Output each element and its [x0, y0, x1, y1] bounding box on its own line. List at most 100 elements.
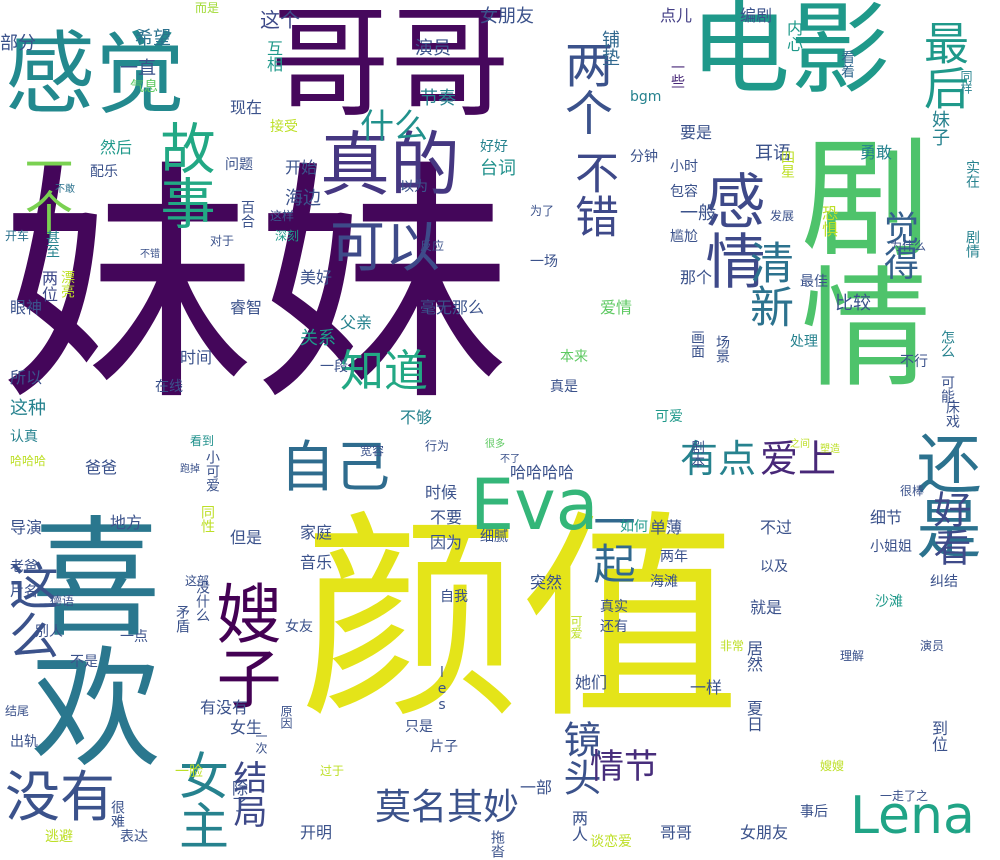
cloud-word: 但是: [230, 528, 263, 547]
cloud-word: 还是: [905, 430, 980, 560]
cloud-word: 妹妹: [0, 139, 511, 436]
cloud-word: 很难: [109, 800, 125, 828]
cloud-word: 小姐姐: [870, 539, 912, 555]
cloud-word: 真的: [320, 124, 460, 206]
cloud-word: 剧情: [779, 130, 931, 390]
cloud-word: 结尾: [5, 704, 30, 718]
cloud-word: 感觉: [5, 22, 185, 127]
cloud-word: 这么: [1, 560, 59, 660]
cloud-word: 可能: [939, 375, 955, 403]
cloud-word: 可以: [330, 215, 441, 279]
cloud-word: 节奏: [420, 88, 456, 109]
cloud-word: 纠结: [930, 574, 958, 590]
cloud-word: 德语: [50, 594, 75, 608]
cloud-word: 很棒: [900, 484, 925, 498]
cloud-word: 配乐: [90, 164, 118, 180]
cloud-word: 小可爱: [204, 450, 220, 492]
cloud-word: 开车: [5, 229, 30, 243]
cloud-word: 深刻: [275, 229, 300, 243]
cloud-word: 实在: [964, 160, 980, 188]
cloud-word: 勇敢: [860, 143, 893, 162]
cloud-word: 一走了之: [880, 789, 929, 803]
cloud-word: 除了: [229, 780, 248, 812]
cloud-word: 很多: [485, 439, 505, 450]
cloud-word: 以及: [760, 559, 788, 575]
cloud-word: 反应: [420, 239, 445, 253]
cloud-word: 气息: [130, 79, 158, 95]
cloud-word: 自己: [280, 435, 391, 499]
cloud-word: 百合: [239, 200, 255, 228]
cloud-word: 电影: [690, 0, 890, 108]
cloud-word: 开始: [285, 158, 318, 177]
cloud-word: 片子: [430, 739, 458, 755]
cloud-word: 演员: [920, 639, 945, 653]
cloud-word: 以为: [400, 179, 428, 195]
cloud-word: 比较: [835, 293, 871, 314]
cloud-word: 单薄: [650, 518, 683, 537]
cloud-word: 夏日: [744, 700, 763, 732]
cloud-word: 剧本: [689, 440, 705, 468]
cloud-word: 细腻: [480, 529, 508, 545]
cloud-word: 之间: [790, 439, 810, 450]
cloud-word: 最后: [916, 20, 969, 110]
cloud-word: 好看: [927, 490, 971, 566]
cloud-word: 别人: [35, 624, 63, 640]
cloud-word: 一点: [120, 629, 148, 645]
cloud-word: 觉得: [878, 210, 918, 280]
cloud-word: 可爱: [655, 409, 683, 425]
cloud-word: 自我: [440, 589, 468, 605]
cloud-word: 到位: [929, 720, 948, 752]
cloud-word: 画面: [689, 330, 705, 358]
cloud-word: 逃避: [45, 829, 73, 845]
cloud-word: 镜头: [557, 720, 601, 796]
cloud-word: 喜欢: [9, 510, 161, 770]
cloud-word: 爸爸: [85, 458, 118, 477]
cloud-word: 小时: [670, 159, 698, 175]
cloud-word: 真是: [550, 379, 578, 395]
cloud-word: 美好: [300, 268, 333, 287]
cloud-word: 床戏: [944, 400, 960, 428]
cloud-word: 耳语: [755, 143, 791, 164]
cloud-word: 家庭: [300, 523, 333, 542]
cloud-word: 最佳: [800, 274, 828, 290]
cloud-word: 一次: [254, 730, 268, 754]
cloud-word: 父亲: [340, 313, 373, 332]
cloud-word: 哈哈哈: [10, 454, 47, 468]
cloud-word: 感情: [695, 170, 765, 290]
cloud-word: 点儿: [660, 6, 693, 25]
cloud-word: 女朋友: [740, 823, 789, 842]
cloud-word: 还有: [600, 619, 628, 635]
cloud-word: 一脸: [175, 764, 203, 780]
cloud-word: 眼神: [10, 298, 43, 317]
cloud-word: 处理: [790, 334, 818, 350]
cloud-word: 事后: [800, 804, 828, 820]
cloud-word: 她们: [575, 673, 608, 692]
cloud-word: 互相: [264, 40, 283, 72]
cloud-word: 哥哥: [660, 823, 693, 842]
cloud-word: 谈恋爱: [590, 834, 632, 850]
cloud-word: 有没有: [200, 698, 249, 717]
cloud-word: 故事: [151, 120, 215, 230]
cloud-word: 漂亮: [59, 270, 75, 298]
cloud-word: 不错: [567, 150, 618, 238]
cloud-word: 时候: [425, 483, 458, 502]
cloud-word: 居然: [744, 640, 763, 672]
cloud-word: 原因: [279, 705, 293, 729]
cloud-word: 音乐: [300, 553, 333, 572]
cloud-word: 海边: [285, 188, 321, 209]
cloud-word: 一场: [530, 254, 558, 270]
cloud-word: 那个: [680, 268, 713, 287]
cloud-word: 一段: [320, 359, 348, 375]
cloud-word: 女朋友: [480, 6, 534, 27]
cloud-word: 地方: [110, 513, 143, 532]
cloud-word: 跑掉: [180, 464, 200, 475]
cloud-word: 结局: [227, 760, 267, 828]
cloud-word: 认真: [10, 429, 38, 445]
cloud-word: 好好: [480, 139, 508, 155]
cloud-word: 一些: [669, 60, 685, 88]
cloud-word: 出轨: [10, 734, 38, 750]
cloud-word: 甚至: [44, 230, 60, 258]
cloud-word: 现在: [230, 98, 263, 117]
cloud-word: 女生: [230, 718, 263, 737]
cloud-word: Lena: [850, 786, 975, 846]
